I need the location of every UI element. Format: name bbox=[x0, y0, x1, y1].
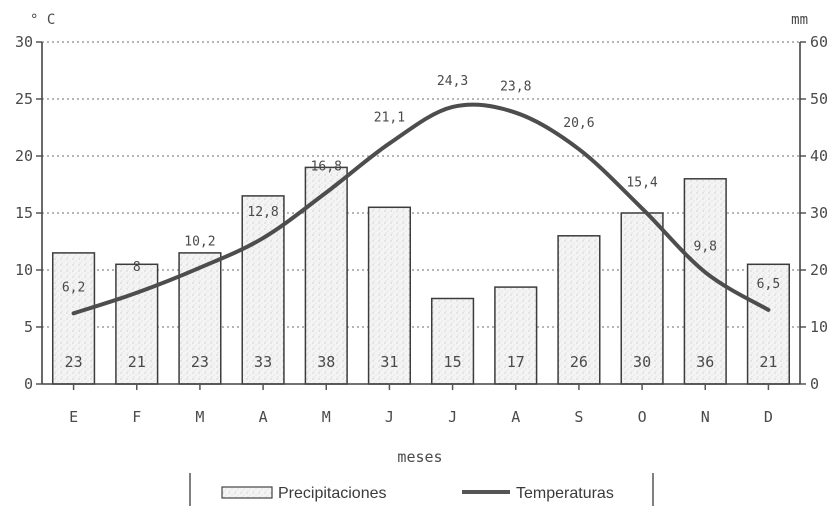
temperature-value-label: 21,1 bbox=[374, 110, 405, 125]
temperature-value-label: 8 bbox=[133, 260, 141, 275]
temperature-value-label: 24,3 bbox=[437, 74, 468, 89]
temperature-value-label: 23,8 bbox=[500, 80, 531, 95]
right-tick-label: 30 bbox=[810, 204, 828, 222]
axes bbox=[41, 42, 801, 385]
left-tick-label: 30 bbox=[15, 33, 33, 51]
precipitation-bars bbox=[51, 166, 791, 385]
precip-bar bbox=[494, 286, 538, 385]
precip-bar bbox=[115, 263, 159, 385]
precip-value-label: 38 bbox=[317, 353, 335, 371]
legend-temp-label: Temperaturas bbox=[516, 485, 614, 502]
left-axis-ticks: 0 5 10 15 20 25 30 bbox=[15, 33, 42, 393]
gridlines bbox=[42, 41, 800, 328]
temperature-value-label: 6,5 bbox=[757, 277, 780, 292]
precip-value-label: 23 bbox=[65, 353, 83, 371]
legend-precip-label: Precipitaciones bbox=[278, 485, 387, 502]
precip-bar bbox=[51, 252, 96, 385]
precipitation-labels: 23 21 23 33 38 31 15 17 26 30 36 21 bbox=[65, 353, 778, 371]
precip-value-label: 31 bbox=[380, 353, 398, 371]
precip-value-label: 30 bbox=[633, 353, 651, 371]
x-category-label: J bbox=[385, 408, 394, 426]
precip-value-label: 17 bbox=[507, 353, 525, 371]
x-category-label: D bbox=[764, 408, 773, 426]
precip-value-label: 36 bbox=[696, 353, 714, 371]
precip-value-label: 15 bbox=[444, 353, 462, 371]
x-axis-label: meses bbox=[397, 448, 442, 466]
precip-value-label: 26 bbox=[570, 353, 588, 371]
precip-value-label: 21 bbox=[128, 353, 146, 371]
right-tick-label: 20 bbox=[810, 261, 828, 279]
temperature-line bbox=[71, 102, 771, 316]
precip-bar bbox=[367, 206, 412, 385]
x-category-label: N bbox=[701, 408, 710, 426]
right-tick-label: 60 bbox=[810, 33, 828, 51]
temperature-labels: 6,2 8 10,2 12,8 16,8 21,1 24,3 23,8 20,6 15,4 9,8 6… bbox=[62, 74, 780, 295]
temperature-value-label: 9,8 bbox=[694, 239, 717, 254]
x-category-label: M bbox=[195, 408, 204, 426]
left-axis-unit: ° C bbox=[30, 12, 55, 28]
x-category-label: F bbox=[132, 408, 141, 426]
temperature-value-label: 12,8 bbox=[247, 205, 278, 220]
precip-bar bbox=[304, 166, 348, 385]
x-category-label: A bbox=[259, 408, 268, 426]
temperature-value-label: 15,4 bbox=[626, 175, 657, 190]
precip-value-label: 33 bbox=[254, 353, 272, 371]
right-axis-ticks: 0 10 20 30 40 50 60 bbox=[800, 33, 828, 393]
legend: Precipitaciones Temperaturas bbox=[189, 473, 654, 506]
x-category-label: S bbox=[574, 408, 583, 426]
left-tick-label: 0 bbox=[24, 375, 33, 393]
x-category-label: E bbox=[69, 408, 78, 426]
precip-bar bbox=[557, 235, 601, 385]
precip-bar bbox=[430, 297, 475, 385]
x-category-label: J bbox=[448, 408, 457, 426]
right-tick-label: 40 bbox=[810, 147, 828, 165]
temperature-value-label: 20,6 bbox=[563, 116, 594, 131]
left-tick-label: 5 bbox=[24, 318, 33, 336]
temperature-value-label: 6,2 bbox=[62, 280, 85, 295]
temperature-value-label: 16,8 bbox=[311, 159, 342, 174]
right-tick-label: 10 bbox=[810, 318, 828, 336]
left-tick-label: 15 bbox=[15, 204, 33, 222]
right-axis-unit: mm bbox=[791, 12, 808, 28]
precip-bar bbox=[620, 212, 664, 385]
right-tick-label: 50 bbox=[810, 90, 828, 108]
precip-bar bbox=[683, 178, 727, 385]
temperature-value-label: 10,2 bbox=[184, 235, 215, 250]
x-category-label: O bbox=[638, 408, 647, 426]
left-tick-label: 20 bbox=[15, 147, 33, 165]
left-tick-label: 25 bbox=[15, 90, 33, 108]
temperature-line-group bbox=[71, 102, 771, 316]
legend-precip-swatch bbox=[221, 486, 273, 499]
precip-value-label: 21 bbox=[759, 353, 777, 371]
right-tick-label: 0 bbox=[810, 375, 819, 393]
x-category-label: A bbox=[511, 408, 520, 426]
x-category-label: M bbox=[322, 408, 331, 426]
precip-bar bbox=[746, 263, 791, 385]
precip-value-label: 23 bbox=[191, 353, 209, 371]
left-tick-label: 10 bbox=[15, 261, 33, 279]
